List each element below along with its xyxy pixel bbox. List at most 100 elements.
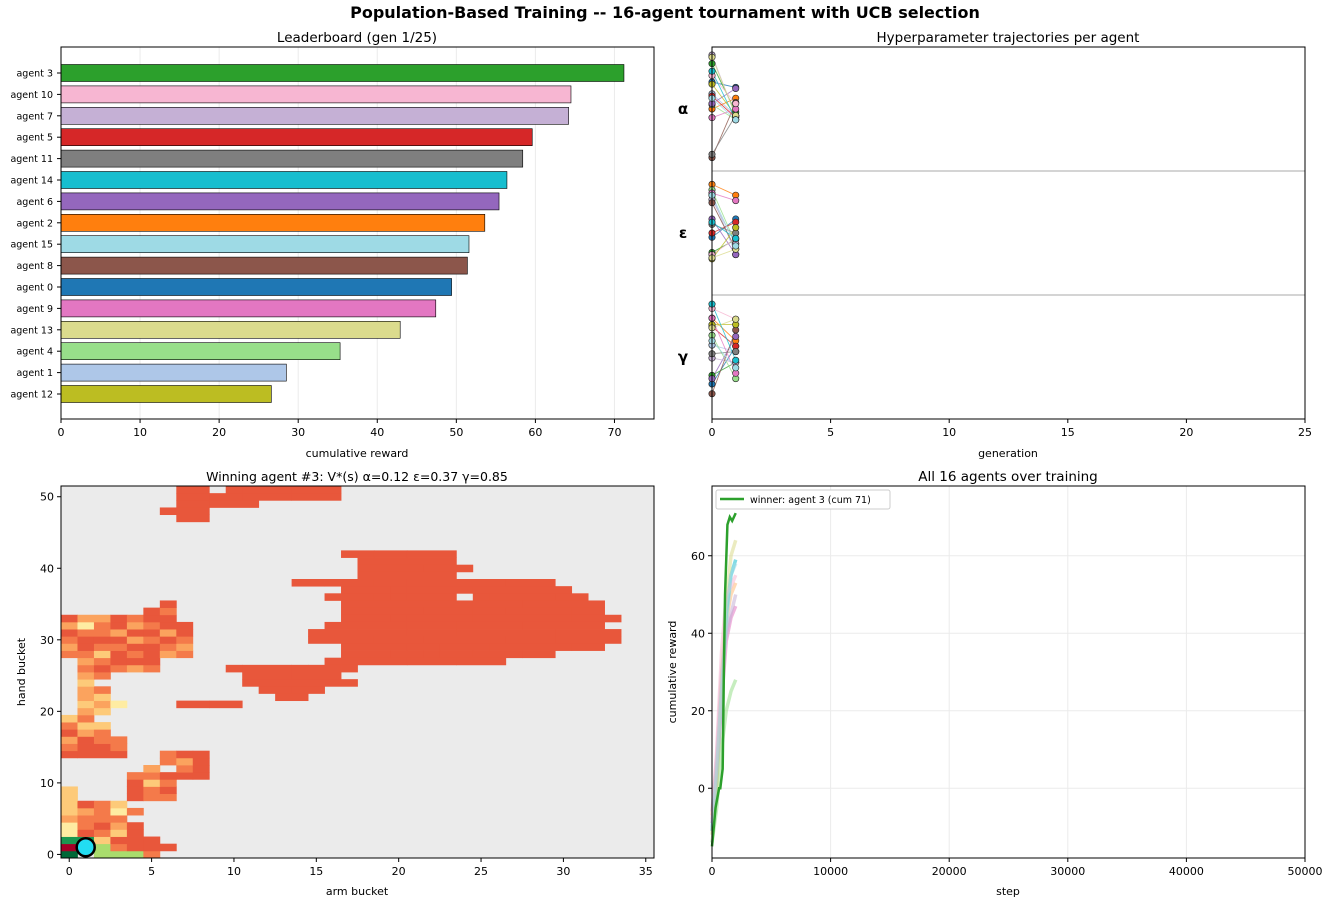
trajectory-segment [711,303,737,361]
trajectory-segment [711,218,736,238]
heatmap-plateau-cell [341,607,424,616]
training-frame [711,485,1306,859]
heatmap-plateau-cell [291,686,325,694]
trajectory-point-gen1 [732,364,740,372]
leaderboard-category-label: agent 3 [16,69,53,80]
heatmap-ytick-label: 50 [40,491,54,504]
hyperparameter-xlabel: generation [978,447,1038,460]
leaderboard-xtick-label: 40 [370,426,384,439]
trajectory-segment [711,56,737,116]
heatmap-cell [93,672,111,680]
leaderboard-bar [60,278,452,296]
heatmap-plateau-cell [275,693,309,702]
leaderboard-category-label: agent 5 [16,133,53,144]
heatmap-cell [126,779,144,787]
heatmap-cell [61,800,78,809]
heatmap-plateau-cell [456,657,507,666]
trajectory-segment [711,317,737,342]
heatmap-ticks: 0 5 10 15 20 25 30 35 0 10 20 30 40 50 [40,491,653,878]
leaderboard-xtick-label: 50 [449,426,463,439]
heatmap-cell [159,629,177,637]
legend-box [715,489,891,510]
heatmap-cell [77,714,95,723]
hyperparameter-panel: Hyperparameter trajectories per agent α ε… [678,30,1312,460]
heatmap-cell [110,815,128,823]
heatmap-cell [159,750,177,759]
training-lines [710,512,738,847]
heatmap-plateau-cell [324,679,358,687]
leaderboard-category-label: agent 10 [10,90,53,101]
heatmap-plateau-cell [522,650,556,659]
trajectory-point-gen1 [732,315,740,323]
legend-label: winner: agent 3 (cum 71) [750,495,871,506]
heatmap-plateau-cell [341,650,391,659]
heatmap-plateau-cell [472,614,573,623]
heatmap-plateau-cell [291,664,309,673]
heatmap-plateau-cell [423,564,457,573]
heatmap-cell [110,829,128,837]
heatmap-ytick-label: 20 [40,705,54,718]
heatmap-cell [77,672,95,680]
heatmap-cell [93,850,144,859]
winner-line [710,512,737,847]
heatmap-cell [61,750,78,759]
heatmap-cell [93,636,111,644]
trajectory-segment [711,183,736,196]
heatmap-plateau-cell [357,557,457,566]
hyperparameter-xtick-label: 10 [942,426,956,439]
heatmap-cell [61,621,78,630]
heatmap-cell [126,636,144,644]
heatmap-plateau-cell [308,664,342,673]
heatmap-cell [61,815,78,823]
trajectory-segment [711,221,736,239]
leaderboard-bar [60,149,524,168]
leaderboard-bar [60,171,508,189]
leaderboard-bar [60,64,625,82]
heatmap-cell [176,650,194,659]
heatmap-cell [77,822,95,830]
heatmap-xtick-label: 20 [392,865,406,878]
heatmap-xtick-label: 0 [66,865,73,878]
heatmap-cell [126,650,144,659]
heatmap-plateau-cell [373,550,408,558]
trajectory-segment [711,248,736,259]
heatmap-plateau-cell [423,650,441,659]
heatmap-plateau-cell [357,657,408,666]
heatmap-plateau-cell [341,664,358,673]
heatmap-plateau-cell [406,643,441,651]
training-xtick-label: 20000 [932,865,967,878]
heatmap-xtick-label: 35 [639,865,653,878]
heatmap-plateau-cell [505,636,556,644]
heatmap-cell [61,722,78,730]
heatmap-plateau-cell [406,621,457,630]
heatmap-cell [61,829,78,837]
leaderboard-bars [60,64,625,403]
leaderboard-xlabel: cumulative reward [306,447,409,460]
heatmap-plateau-cell [390,614,408,623]
heatmap-plateau-cell [357,564,424,573]
leaderboard-category-label: agent 6 [16,197,53,208]
leaderboard-ticks: 0 10 20 30 40 50 60 70 agent 3 agent 10 agent 7 age… [10,69,621,440]
heatmap-cell [61,743,78,752]
hyperparameter-xtick-label: 0 [709,426,716,439]
heatmap-cell [61,636,78,644]
heatmap-cell [176,772,194,780]
heatmap-plateau-cell [373,636,424,644]
leaderboard-bar [60,342,341,361]
heatmap-plateau-cell [324,621,358,630]
heatmap-cell [159,786,177,795]
heatmap-cell [61,643,78,651]
heatmap-cell [126,614,144,623]
heatmap-ylabel: hand bucket [15,637,28,706]
heatmap-plateau-cell [406,657,457,666]
heatmap-cell [93,621,111,630]
heatmap-cell [77,750,128,759]
heatmap-plateau-cell [209,500,260,508]
heatmap-cell [126,786,144,795]
leaderboard-xtick-label: 30 [291,426,305,439]
heatmap-cells [61,486,654,859]
trajectory-segment [711,104,736,121]
leaderboard-category-label: agent 1 [16,368,53,379]
leaderboard-category-label: agent 8 [16,261,53,272]
heatmap-cell [93,807,111,816]
